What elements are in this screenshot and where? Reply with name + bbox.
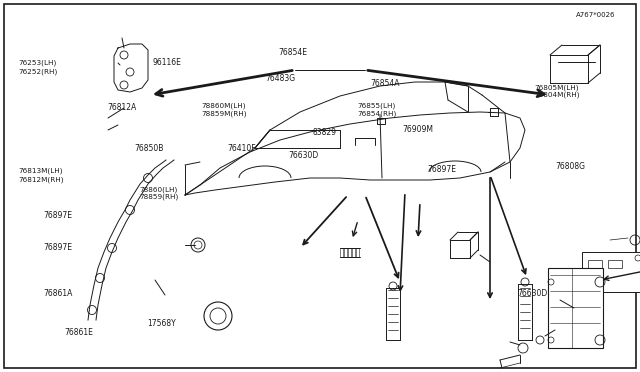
Text: 76630D: 76630D [517, 289, 547, 298]
Text: 76861A: 76861A [44, 289, 73, 298]
Text: 76897E: 76897E [428, 165, 456, 174]
Text: 76854(RH): 76854(RH) [357, 110, 396, 117]
Text: A767*0026: A767*0026 [576, 12, 616, 18]
Text: 96116E: 96116E [152, 58, 181, 67]
Bar [348, 248, 351, 257]
Text: 76253(LH): 76253(LH) [18, 60, 56, 67]
Text: 76909M: 76909M [402, 125, 433, 134]
Text: 78860M(LH): 78860M(LH) [202, 103, 246, 109]
Bar [352, 248, 355, 257]
Text: 76855(LH): 76855(LH) [357, 103, 396, 109]
Bar [377, 118, 385, 124]
Bar [548, 268, 603, 348]
Bar [356, 248, 359, 257]
Text: 76861E: 76861E [64, 328, 93, 337]
Text: 76805M(LH): 76805M(LH) [534, 84, 579, 91]
Bar [608, 260, 622, 268]
Text: 76410F: 76410F [227, 144, 256, 153]
Text: 76252(RH): 76252(RH) [18, 68, 57, 75]
Text: 76808G: 76808G [556, 162, 586, 171]
Text: 78859(RH): 78859(RH) [140, 194, 179, 201]
Text: 76630D: 76630D [288, 151, 318, 160]
Text: 76850B: 76850B [134, 144, 164, 153]
Bar [588, 260, 602, 268]
Text: 76897E: 76897E [44, 243, 72, 252]
Text: 76483G: 76483G [266, 74, 296, 83]
Text: 76804M(RH): 76804M(RH) [534, 92, 580, 98]
Text: 78860(LH): 78860(LH) [140, 186, 178, 193]
Bar [582, 252, 640, 292]
Text: 76854E: 76854E [278, 48, 307, 57]
Text: 78859M(RH): 78859M(RH) [202, 110, 247, 117]
Text: 76813M(LH): 76813M(LH) [18, 168, 63, 174]
Text: 17568Y: 17568Y [147, 319, 176, 328]
Text: 76897E: 76897E [44, 211, 72, 220]
Text: 83829: 83829 [312, 128, 337, 137]
Bar [340, 248, 343, 257]
Text: 76812M(RH): 76812M(RH) [18, 176, 63, 183]
Text: 76812A: 76812A [108, 103, 137, 112]
Bar [344, 248, 347, 257]
Text: 76854A: 76854A [370, 79, 399, 88]
